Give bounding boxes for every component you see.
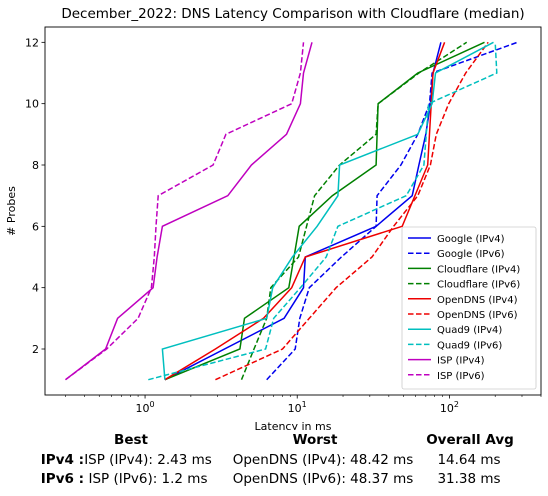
x-tick-label: 100: [136, 400, 155, 415]
series-line-1: [266, 41, 518, 381]
legend-label-7: Quad9 (IPv6): [437, 340, 502, 351]
chart-title: December_2022: DNS Latency Comparison wi…: [61, 6, 524, 22]
legend: Google (IPv4) Google (IPv6) Cloudflare (IP…: [401, 226, 537, 390]
y-axis-label: # Probes: [5, 186, 18, 236]
legend-label-8: ISP (IPv4): [437, 356, 485, 367]
ipv6-best-value: ISP (IPv6): 1.2 ms: [88, 471, 208, 487]
ipv6-worst-value: OpenDNS (IPv6): 48.37 ms: [232, 471, 414, 487]
series-line-7: [148, 42, 498, 381]
x-axis: 100 101 102: [65, 395, 542, 415]
summary-table: Best Worst Overall Avg IPv4 : ISP (IPv4)…: [0, 428, 548, 496]
series-line-0: [164, 42, 442, 381]
legend-label-6: Quad9 (IPv4): [437, 325, 502, 336]
latency-chart: December_2022: DNS Latency Comparison wi…: [5, 6, 542, 430]
series-line-4: [164, 42, 446, 381]
y-tick-label: 4: [32, 282, 39, 295]
legend-label-9: ISP (IPv6): [437, 371, 485, 382]
legend-label-0: Google (IPv4): [437, 234, 505, 245]
x-tick-label: 102: [440, 400, 459, 415]
series-line-3: [240, 41, 468, 380]
plot-lines: [65, 41, 518, 381]
legend-label-4: OpenDNS (IPv4): [437, 295, 518, 306]
x-axis-label: Latency in ms: [255, 420, 332, 430]
ipv6-avg-value: 31.38 ms: [437, 471, 501, 487]
y-tick-label: 12: [25, 36, 39, 49]
plot-frame: [44, 26, 542, 396]
legend-label-2: Cloudflare (IPv4): [437, 264, 520, 275]
ipv4-best-value: ISP (IPv4): 2.43 ms: [84, 452, 212, 468]
legend-label-5: OpenDNS (IPv6): [437, 310, 518, 321]
legend-label-1: Google (IPv6): [437, 249, 505, 260]
best-header: Best: [114, 432, 148, 448]
ipv4-avg-value: 14.64 ms: [437, 452, 501, 468]
legend-frame: [401, 226, 537, 390]
y-tick-label: 8: [32, 159, 39, 172]
ipv6-row-label: IPv6 :: [40, 471, 84, 487]
series-line-9: [65, 42, 305, 381]
x-tick-label: 101: [288, 400, 307, 415]
y-tick-label: 2: [32, 343, 39, 356]
y-tick-label: 6: [32, 220, 39, 233]
ipv4-worst-value: OpenDNS (IPv4): 48.42 ms: [232, 452, 414, 468]
ipv4-row-label: IPv4 :: [40, 452, 84, 468]
y-axis: 2 4 6 8 10 12: [25, 36, 45, 356]
series-line-5: [215, 41, 489, 381]
series-line-8: [65, 42, 313, 381]
avg-header: Overall Avg: [426, 432, 514, 448]
worst-header: Worst: [292, 432, 338, 448]
legend-label-3: Cloudflare (IPv6): [437, 280, 520, 291]
series-line-6: [161, 41, 494, 380]
y-tick-label: 10: [25, 98, 39, 111]
